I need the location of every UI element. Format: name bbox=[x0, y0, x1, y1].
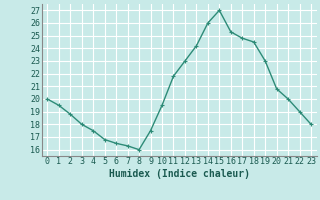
X-axis label: Humidex (Indice chaleur): Humidex (Indice chaleur) bbox=[109, 169, 250, 179]
